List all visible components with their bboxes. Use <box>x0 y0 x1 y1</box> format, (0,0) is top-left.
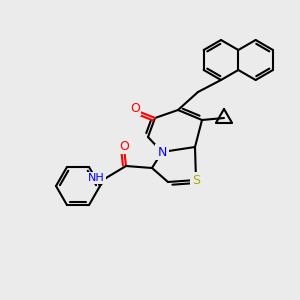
Text: O: O <box>130 101 140 115</box>
Text: O: O <box>119 140 129 152</box>
Text: NH: NH <box>88 173 105 183</box>
Text: N: N <box>157 146 167 158</box>
Text: S: S <box>192 173 200 187</box>
